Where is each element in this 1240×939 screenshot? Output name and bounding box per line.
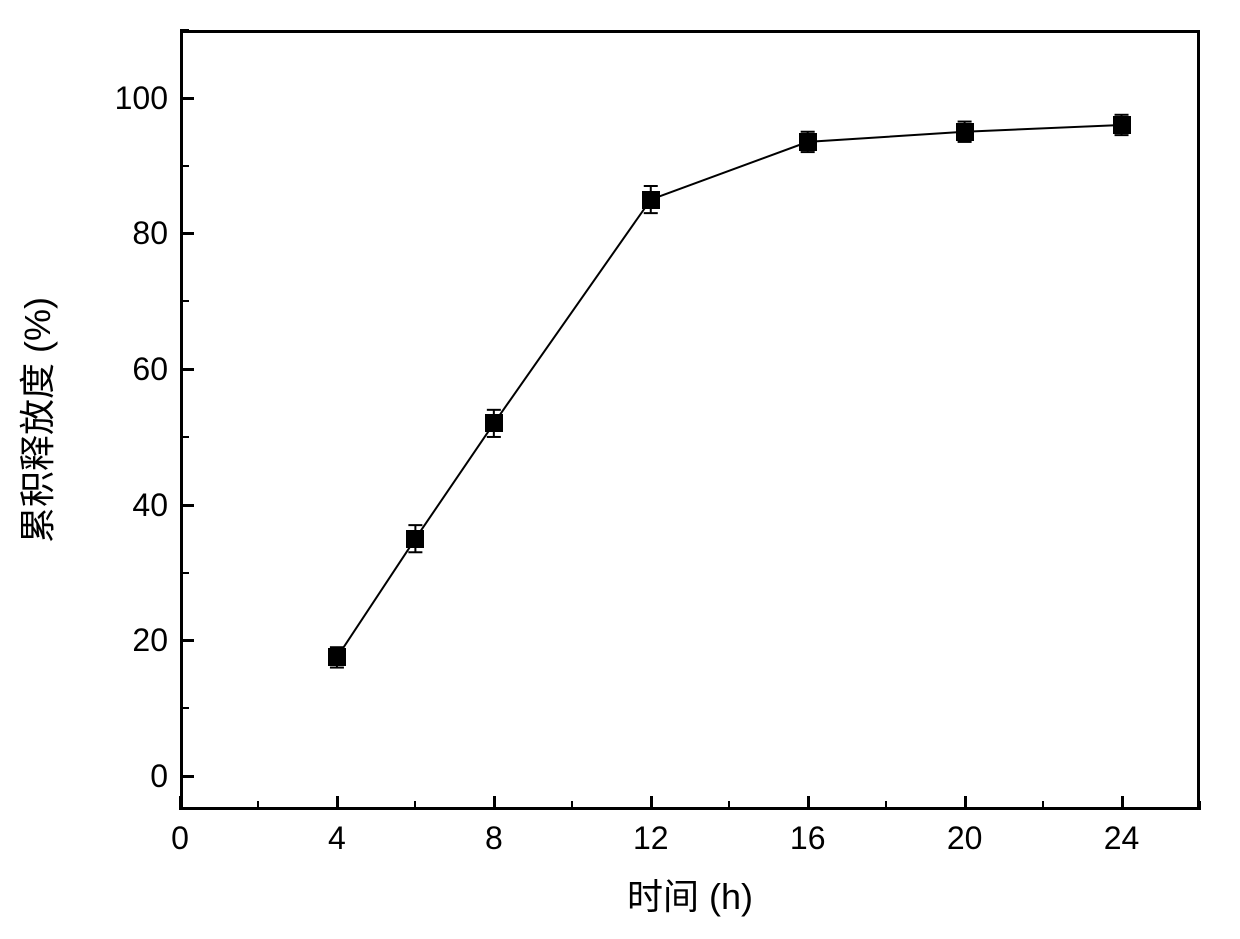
plot-area bbox=[180, 30, 1200, 810]
x-tick-minor bbox=[257, 801, 259, 810]
y-tick-label: 80 bbox=[132, 215, 168, 252]
x-tick-minor bbox=[885, 801, 887, 810]
data-marker bbox=[406, 530, 424, 548]
y-tick-minor bbox=[180, 707, 189, 709]
data-marker bbox=[1113, 116, 1131, 134]
y-tick-major bbox=[180, 504, 194, 507]
x-tick-major bbox=[807, 796, 810, 810]
x-tick-minor bbox=[571, 801, 573, 810]
x-tick-label: 12 bbox=[621, 820, 681, 857]
y-tick-label: 20 bbox=[132, 622, 168, 659]
chart-container: 累积释放度 (%) 时间 (h) 0 20 40 60 80 100 0 4 8 12 16 20 24 bbox=[0, 0, 1240, 939]
x-tick-major bbox=[964, 796, 967, 810]
x-tick-label: 20 bbox=[935, 820, 995, 857]
x-tick-major bbox=[650, 796, 653, 810]
y-tick-major bbox=[180, 232, 194, 235]
y-tick-minor bbox=[180, 300, 189, 302]
y-tick-minor bbox=[180, 29, 189, 31]
y-tick-major bbox=[180, 368, 194, 371]
x-tick-major bbox=[493, 796, 496, 810]
x-tick-label: 0 bbox=[150, 820, 210, 857]
x-tick-major bbox=[336, 796, 339, 810]
x-tick-label: 24 bbox=[1092, 820, 1152, 857]
y-tick-minor bbox=[180, 572, 189, 574]
y-tick-label: 0 bbox=[150, 758, 168, 795]
y-tick-major bbox=[180, 639, 194, 642]
data-marker bbox=[328, 648, 346, 666]
y-axis-label: 累积释放度 (%) bbox=[9, 297, 61, 543]
y-tick-label: 60 bbox=[132, 351, 168, 388]
y-tick-label: 40 bbox=[132, 487, 168, 524]
x-tick-label: 16 bbox=[778, 820, 838, 857]
x-tick-minor bbox=[728, 801, 730, 810]
data-marker bbox=[485, 414, 503, 432]
data-marker bbox=[642, 191, 660, 209]
x-tick-label: 4 bbox=[307, 820, 367, 857]
data-marker bbox=[956, 123, 974, 141]
y-tick-minor bbox=[180, 165, 189, 167]
x-tick-label: 8 bbox=[464, 820, 524, 857]
x-axis-label: 时间 (h) bbox=[627, 868, 753, 920]
y-tick-major bbox=[180, 775, 194, 778]
x-tick-minor bbox=[1042, 801, 1044, 810]
x-tick-minor bbox=[1199, 801, 1201, 810]
x-tick-major bbox=[179, 796, 182, 810]
y-tick-major bbox=[180, 97, 194, 100]
x-tick-minor bbox=[414, 801, 416, 810]
y-tick-minor bbox=[180, 436, 189, 438]
data-marker bbox=[799, 133, 817, 151]
x-tick-major bbox=[1121, 796, 1124, 810]
y-tick-label: 100 bbox=[115, 80, 168, 117]
